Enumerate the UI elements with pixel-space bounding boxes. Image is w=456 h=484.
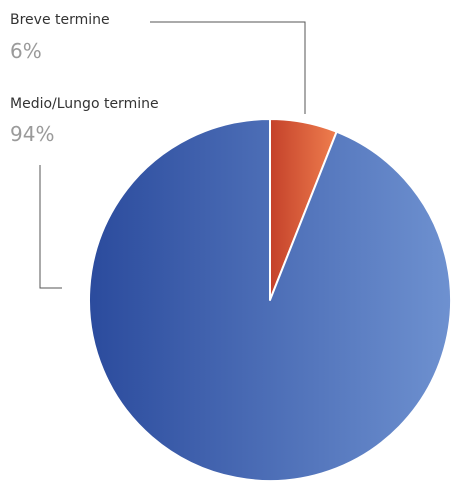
- value-label: 94%: [10, 122, 54, 146]
- leader-line: [150, 21, 306, 114]
- legend-label: Medio/Lungo termine: [10, 96, 159, 112]
- value-label: 6%: [10, 39, 42, 63]
- pie-slice: [88, 118, 452, 482]
- pie: [88, 118, 452, 482]
- leader-line: [39, 165, 62, 289]
- legend-label: Breve termine: [10, 12, 110, 28]
